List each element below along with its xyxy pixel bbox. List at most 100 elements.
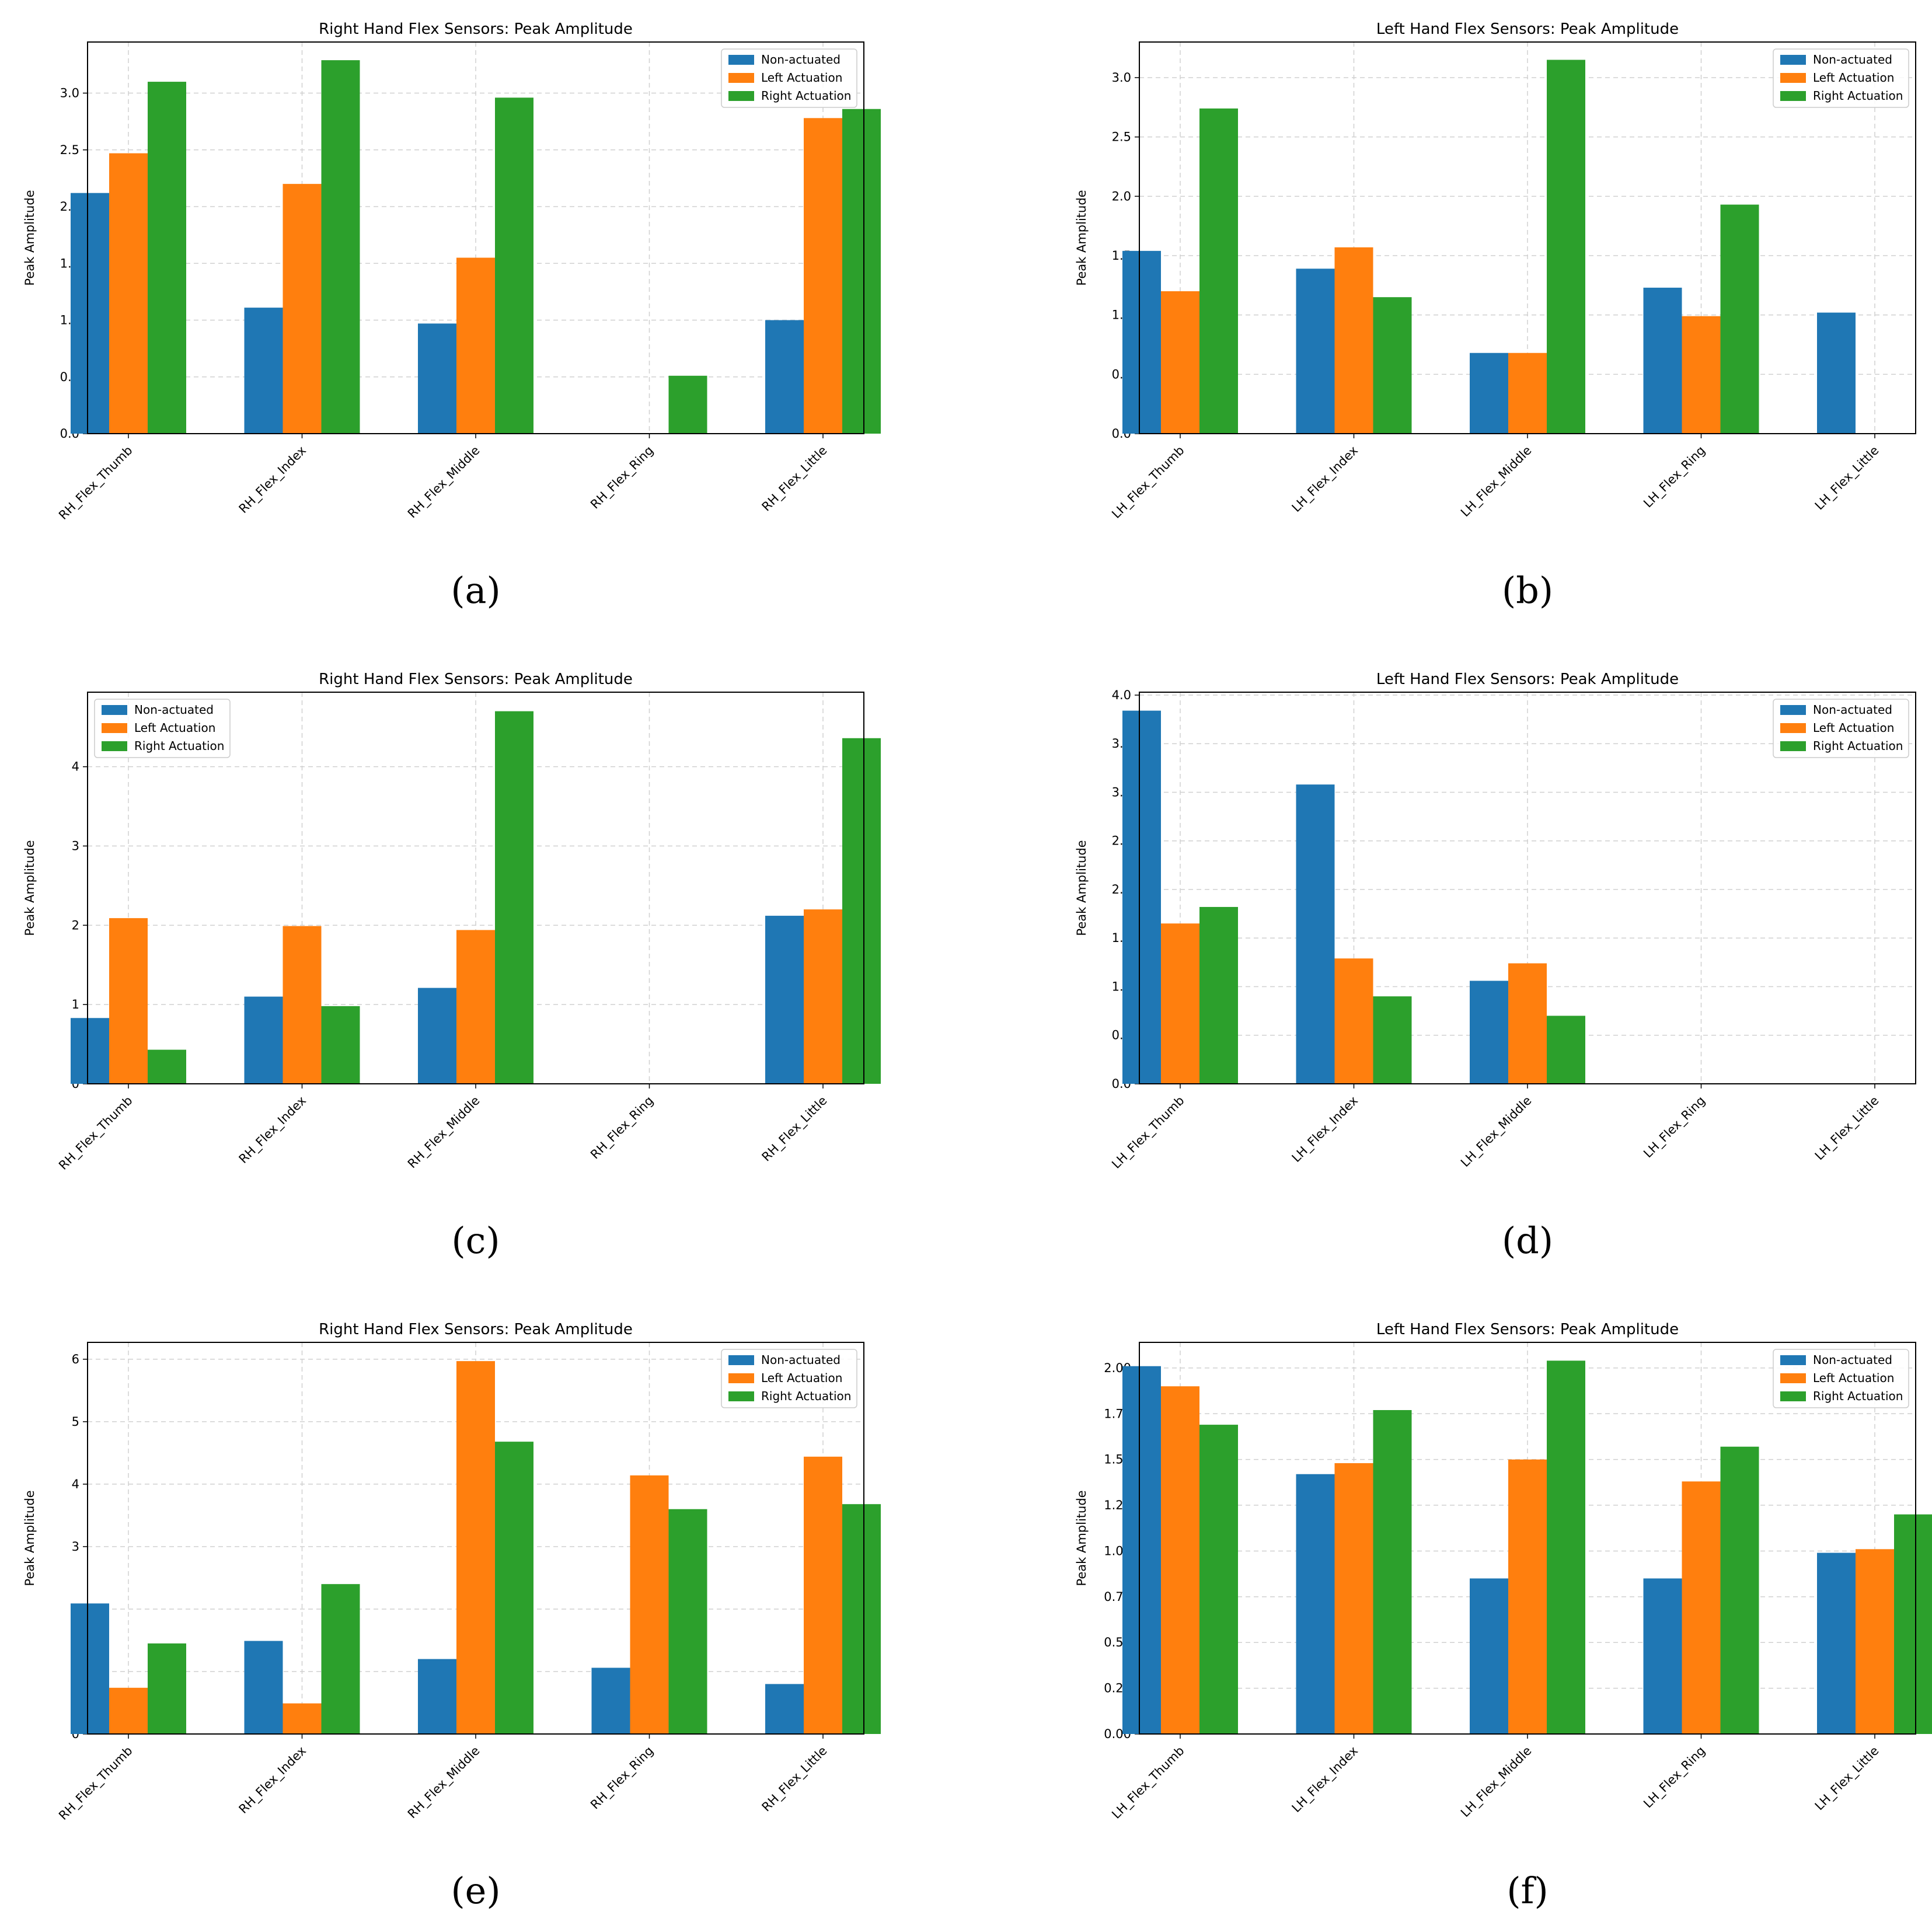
bar-left-actuation-lh_flex_thumb xyxy=(1161,291,1199,434)
bar-left-actuation-rh_flex_thumb xyxy=(109,918,148,1084)
y-axis-label: Peak Amplitude xyxy=(1075,840,1089,936)
bar-right-actuation-rh_flex_little xyxy=(842,738,881,1084)
bar-non-actuated-rh_flex_little xyxy=(765,1684,804,1734)
legend-swatch xyxy=(1780,705,1806,715)
x-tick-label: RH_Flex_Middle xyxy=(405,1094,483,1171)
bar-non-actuated-rh_flex_middle xyxy=(418,988,456,1084)
bar-non-actuated-lh_flex_thumb xyxy=(1122,250,1161,434)
legend-label: Right Actuation xyxy=(1813,1389,1903,1403)
legend-swatch xyxy=(728,1355,754,1365)
bar-left-actuation-rh_flex_index xyxy=(283,1703,322,1734)
legend-label: Non-actuated xyxy=(761,1353,841,1367)
chart-panel-1: Right Hand Flex Sensors: Peak Amplitude0… xyxy=(23,20,881,612)
x-tick-label: LH_Flex_Middle xyxy=(1458,444,1535,520)
chart-panel-3: Right Hand Flex Sensors: Peak Amplitude0… xyxy=(23,671,881,1262)
x-tick-label: LH_Flex_Ring xyxy=(1641,1744,1708,1812)
bar-right-actuation-lh_flex_little xyxy=(1894,1514,1932,1734)
chart-title: Left Hand Flex Sensors: Peak Amplitude xyxy=(1376,1321,1679,1338)
axes-frame xyxy=(87,41,864,434)
bar-left-actuation-lh_flex_thumb xyxy=(1161,1386,1199,1734)
bar-non-actuated-rh_flex_little xyxy=(765,916,804,1084)
legend: Non-actuated Left Actuation Right Actuatio… xyxy=(721,1349,857,1408)
bar-left-actuation-lh_flex_index xyxy=(1334,1463,1373,1734)
x-tick-label: LH_Flex_Thumb xyxy=(1109,444,1187,522)
bar-non-actuated-rh_flex_middle xyxy=(418,323,456,434)
bar-non-actuated-lh_flex_index xyxy=(1296,1474,1335,1734)
x-tick-label: RH_Flex_Middle xyxy=(405,444,483,521)
bar-left-actuation-rh_flex_middle xyxy=(456,930,495,1084)
bar-non-actuated-rh_flex_thumb xyxy=(71,1018,109,1084)
y-axis-label: Peak Amplitude xyxy=(23,190,37,285)
bar-left-actuation-lh_flex_little xyxy=(1856,1549,1894,1734)
bar-right-actuation-rh_flex_index xyxy=(321,1584,360,1734)
x-tick-label: RH_Flex_Index xyxy=(236,1094,309,1167)
bar-non-actuated-lh_flex_thumb xyxy=(1122,1366,1161,1734)
y-tick-label: 3 xyxy=(72,839,79,853)
x-tick-label: LH_Flex_Ring xyxy=(1641,1094,1708,1161)
legend-label: Left Actuation xyxy=(134,721,215,735)
bar-non-actuated-lh_flex_index xyxy=(1296,784,1335,1084)
y-axis-label: Peak Amplitude xyxy=(23,840,37,936)
x-tick-label: RH_Flex_Ring xyxy=(588,1094,657,1163)
legend-label: Right Actuation xyxy=(761,1389,851,1403)
bar-right-actuation-rh_flex_middle xyxy=(495,97,533,434)
legend-swatch xyxy=(728,91,754,101)
axes-frame xyxy=(87,692,864,1084)
panel-label: (f) xyxy=(1506,1869,1548,1912)
y-tick-label: 5 xyxy=(72,1415,79,1429)
legend-box xyxy=(1773,699,1909,758)
legend-swatch xyxy=(1780,741,1806,751)
bar-non-actuated-rh_flex_middle xyxy=(418,1659,456,1734)
legend-box xyxy=(1773,1349,1909,1408)
legend-label: Left Actuation xyxy=(761,1371,842,1385)
x-tick-label: RH_Flex_Index xyxy=(236,444,309,517)
y-axis-label: Peak Amplitude xyxy=(1075,1490,1089,1586)
y-tick-label: 2 xyxy=(72,918,79,932)
bar-left-actuation-rh_flex_little xyxy=(804,909,842,1084)
bar-left-actuation-lh_flex_middle xyxy=(1508,963,1547,1084)
bar-right-actuation-rh_flex_thumb xyxy=(148,82,186,434)
panel-label: (e) xyxy=(451,1869,500,1912)
x-tick-label: RH_Flex_Index xyxy=(236,1744,309,1817)
chart-panel-4: Left Hand Flex Sensors: Peak Amplitude0.… xyxy=(1075,671,1916,1262)
y-tick-label: 3.0 xyxy=(60,86,79,100)
bar-left-actuation-lh_flex_index xyxy=(1334,247,1373,434)
y-tick-label: 3.0 xyxy=(1112,71,1131,85)
bar-left-actuation-rh_flex_thumb xyxy=(109,153,148,434)
bar-right-actuation-lh_flex_middle xyxy=(1547,1360,1585,1734)
legend-label: Left Actuation xyxy=(1813,1371,1894,1385)
panel-label: (b) xyxy=(1502,569,1553,612)
bar-left-actuation-rh_flex_thumb xyxy=(109,1687,148,1734)
x-tick-label: LH_Flex_Middle xyxy=(1458,1744,1535,1820)
bar-non-actuated-lh_flex_ring xyxy=(1643,1578,1682,1734)
bar-right-actuation-rh_flex_middle xyxy=(495,1442,533,1734)
legend-label: Right Actuation xyxy=(1813,89,1903,103)
bar-non-actuated-rh_flex_index xyxy=(244,996,283,1084)
bar-left-actuation-lh_flex_middle xyxy=(1508,353,1547,434)
legend-swatch xyxy=(102,705,127,715)
y-tick-label: 4 xyxy=(72,1477,79,1491)
bar-right-actuation-lh_flex_middle xyxy=(1547,60,1585,434)
bar-non-actuated-lh_flex_middle xyxy=(1470,981,1508,1084)
y-axis-label: Peak Amplitude xyxy=(1075,190,1089,285)
legend-label: Left Actuation xyxy=(1813,721,1894,735)
x-tick-label: LH_Flex_Little xyxy=(1812,1094,1882,1164)
x-tick-label: RH_Flex_Thumb xyxy=(56,1744,135,1823)
y-tick-label: 2.0 xyxy=(1112,189,1131,203)
x-tick-label: LH_Flex_Little xyxy=(1812,1744,1882,1814)
bar-non-actuated-lh_flex_index xyxy=(1296,268,1335,434)
bar-non-actuated-rh_flex_thumb xyxy=(71,193,109,434)
chart-panel-5: Right Hand Flex Sensors: Peak Amplitude0… xyxy=(23,1321,881,1912)
axes-frame xyxy=(1139,1342,1916,1735)
legend-swatch xyxy=(1780,1373,1806,1383)
bar-non-actuated-lh_flex_thumb xyxy=(1122,710,1161,1084)
x-tick-label: LH_Flex_Ring xyxy=(1641,444,1708,511)
bar-right-actuation-rh_flex_thumb xyxy=(148,1049,186,1084)
bar-non-actuated-rh_flex_index xyxy=(244,308,283,434)
x-tick-label: LH_Flex_Index xyxy=(1289,1744,1361,1816)
bar-left-actuation-lh_flex_index xyxy=(1334,958,1373,1084)
y-tick-label: 1 xyxy=(72,997,79,1011)
bar-non-actuated-rh_flex_little xyxy=(765,320,804,434)
bar-right-actuation-rh_flex_ring xyxy=(668,375,707,434)
